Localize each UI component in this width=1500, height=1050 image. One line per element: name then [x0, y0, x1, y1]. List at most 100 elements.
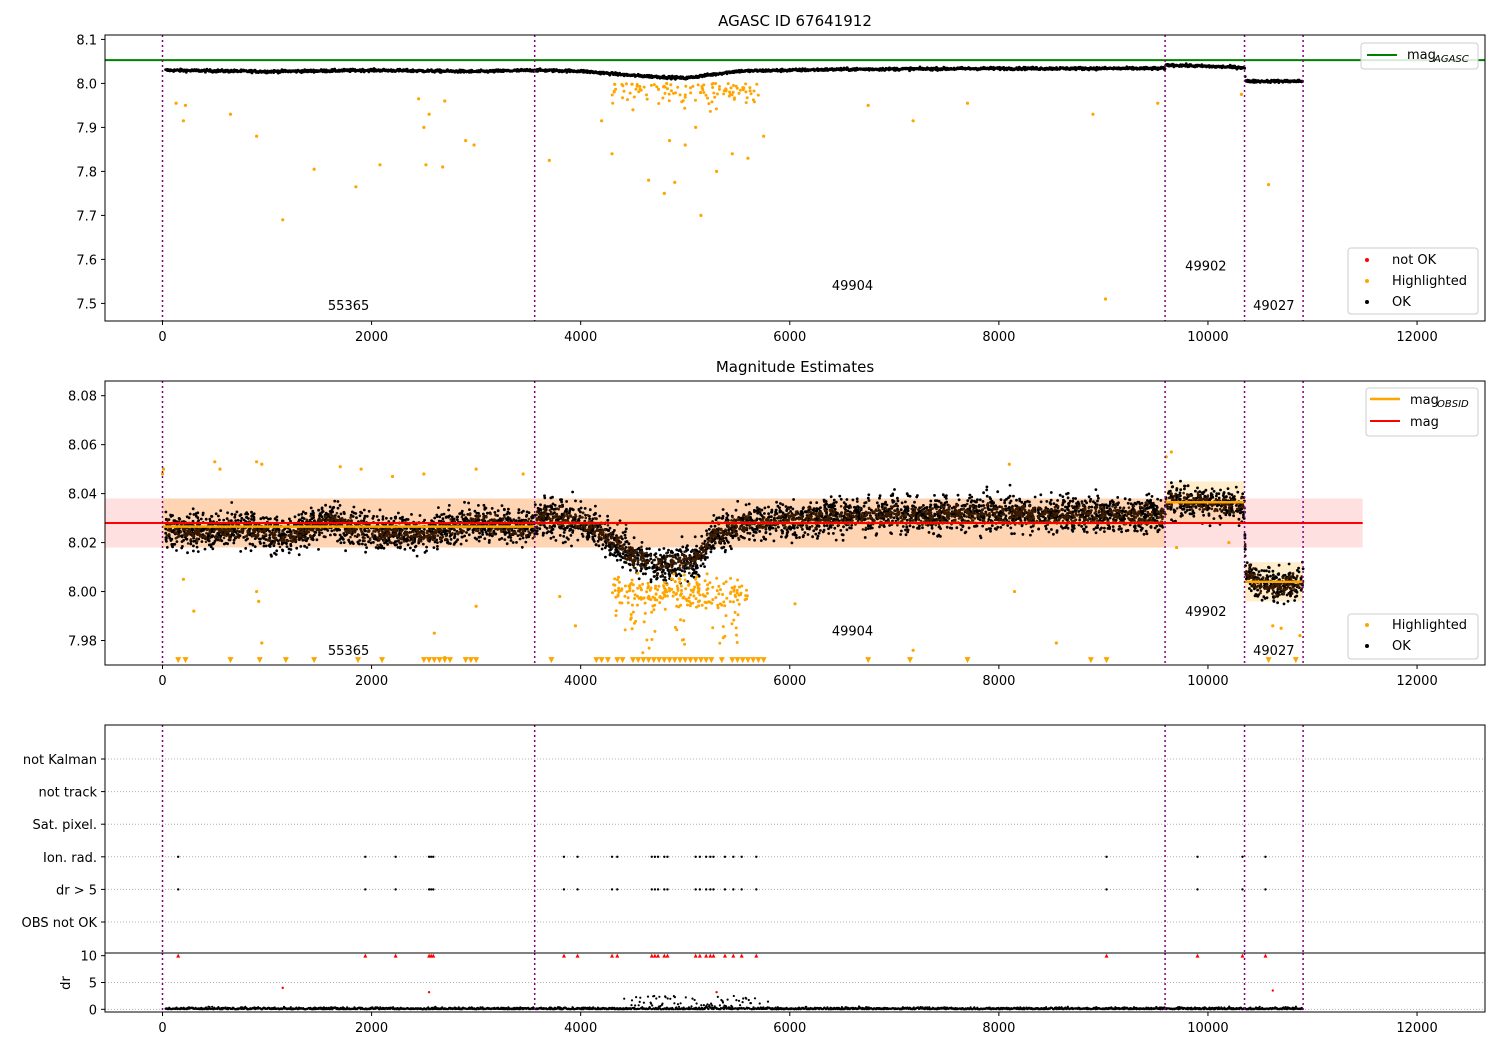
- ok-point: [726, 513, 730, 517]
- ok-point: [878, 496, 881, 500]
- ok-point: [425, 545, 428, 549]
- ok-point: [1003, 499, 1007, 502]
- ok-point: [1096, 499, 1099, 503]
- highlighted-point: [762, 134, 766, 138]
- ok-point: [301, 538, 305, 542]
- x-tick-label: 12000: [1396, 330, 1437, 345]
- highlighted-point: [674, 91, 677, 95]
- highlighted-point: [866, 103, 870, 107]
- highlighted-point: [626, 98, 629, 102]
- ok-point: [1085, 530, 1089, 534]
- highlighted-point: [612, 90, 616, 94]
- ok-point: [1021, 533, 1025, 536]
- legend-label: mag: [1407, 48, 1436, 63]
- ok-point: [662, 547, 666, 550]
- highlighted-point: [441, 165, 445, 169]
- ok-point: [515, 541, 518, 544]
- ok-point: [581, 535, 585, 538]
- ok-point: [1243, 548, 1247, 551]
- ok-point: [601, 543, 605, 547]
- ok-point: [777, 525, 780, 529]
- highlighted-point: [638, 87, 642, 91]
- ok-point: [867, 493, 871, 497]
- ok-point: [164, 531, 168, 535]
- ok-point: [362, 508, 366, 512]
- ok-point: [1031, 529, 1034, 533]
- ok-point: [521, 536, 525, 540]
- y-tick-label: 7.9: [76, 121, 97, 136]
- ok-point: [662, 578, 666, 582]
- ok-point: [632, 536, 636, 540]
- highlighted-point: [657, 87, 661, 91]
- ok-point: [985, 488, 989, 492]
- highlighted-point: [683, 106, 687, 110]
- highlighted-point: [281, 218, 285, 222]
- x-tick-label: 10000: [1187, 330, 1228, 345]
- highlighted-point: [714, 82, 718, 85]
- ok-point: [798, 536, 801, 539]
- highlighted-point: [724, 87, 728, 91]
- highlighted-point: [717, 87, 721, 91]
- highlighted-point: [728, 90, 732, 94]
- highlighted-point: [730, 152, 734, 156]
- ok-point: [1271, 573, 1275, 577]
- highlighted-point: [1103, 297, 1108, 301]
- ok-point: [414, 544, 418, 548]
- ok-point: [901, 525, 905, 528]
- obsid-label: 49902: [1185, 259, 1226, 274]
- ok-point: [1277, 563, 1281, 567]
- ok-point: [453, 541, 457, 545]
- ok-point: [1150, 495, 1154, 498]
- highlighted-point: [254, 134, 259, 138]
- ok-point: [701, 562, 705, 566]
- legend-marker: [1365, 258, 1369, 262]
- ok-point: [938, 525, 941, 529]
- highlighted-point: [625, 82, 628, 86]
- ok-point: [244, 538, 248, 542]
- ok-point: [377, 546, 381, 549]
- ok-point: [165, 546, 169, 549]
- ok-point: [549, 536, 553, 540]
- ok-point: [612, 553, 616, 557]
- highlighted-point: [711, 86, 715, 89]
- ok-point: [851, 498, 855, 502]
- ok-point: [249, 549, 253, 553]
- ok-point: [801, 507, 805, 510]
- highlighted-point: [634, 87, 638, 91]
- ok-point: [1159, 499, 1163, 502]
- ok-point: [908, 524, 912, 528]
- highlighted-point: [694, 98, 697, 102]
- ok-point: [817, 531, 821, 535]
- highlighted-point: [722, 92, 726, 96]
- ok-point: [982, 491, 985, 495]
- highlighted-point: [678, 93, 682, 97]
- ok-point: [763, 512, 766, 515]
- ok-point: [571, 490, 574, 494]
- ok-point: [1256, 588, 1259, 592]
- ok-point: [1202, 490, 1206, 494]
- ok-point: [760, 514, 764, 517]
- highlighted-point: [472, 143, 476, 147]
- ok-point: [436, 545, 439, 548]
- highlighted-point: [729, 86, 733, 90]
- ok-point: [1233, 495, 1236, 498]
- ok-point: [916, 494, 919, 497]
- ok-point: [850, 523, 854, 527]
- highlighted-point: [748, 89, 752, 93]
- highlighted-point: [631, 108, 635, 112]
- ok-point: [1049, 498, 1053, 502]
- ok-point: [1052, 532, 1055, 536]
- ok-point: [362, 519, 366, 523]
- ok-point: [239, 550, 243, 553]
- highlighted-point: [657, 102, 661, 105]
- highlighted-point: [726, 82, 730, 86]
- ok-point: [796, 526, 799, 529]
- ok-point: [1068, 499, 1072, 503]
- highlighted-point: [704, 93, 708, 97]
- highlighted-point: [708, 109, 712, 113]
- ok-point: [500, 504, 504, 507]
- ok-point: [1061, 495, 1065, 498]
- ok-point: [298, 538, 301, 542]
- obsid-label: 49904: [832, 279, 873, 294]
- ok-point: [866, 496, 870, 500]
